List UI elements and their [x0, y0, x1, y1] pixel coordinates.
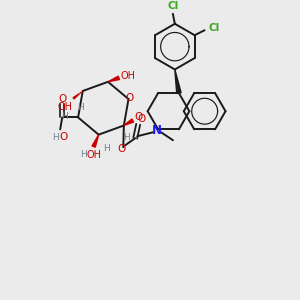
Text: O: O	[58, 94, 66, 103]
Text: H: H	[124, 133, 130, 142]
Text: OH: OH	[86, 149, 101, 160]
Polygon shape	[124, 119, 134, 125]
Text: O: O	[138, 113, 146, 124]
Text: H: H	[103, 145, 110, 154]
Text: Cl: Cl	[209, 23, 220, 33]
Polygon shape	[175, 70, 181, 94]
Text: OH: OH	[57, 102, 72, 112]
Polygon shape	[108, 76, 119, 82]
Text: O: O	[117, 144, 125, 154]
Text: H: H	[61, 112, 68, 121]
Text: N: N	[152, 124, 162, 137]
Polygon shape	[92, 135, 99, 147]
Text: O: O	[59, 132, 67, 142]
Text: OH: OH	[120, 71, 135, 81]
Text: H: H	[80, 150, 87, 159]
Text: O: O	[125, 93, 134, 103]
Text: H: H	[77, 103, 83, 112]
Text: O: O	[134, 112, 142, 122]
Text: H: H	[52, 133, 59, 142]
Text: Cl: Cl	[167, 1, 178, 11]
